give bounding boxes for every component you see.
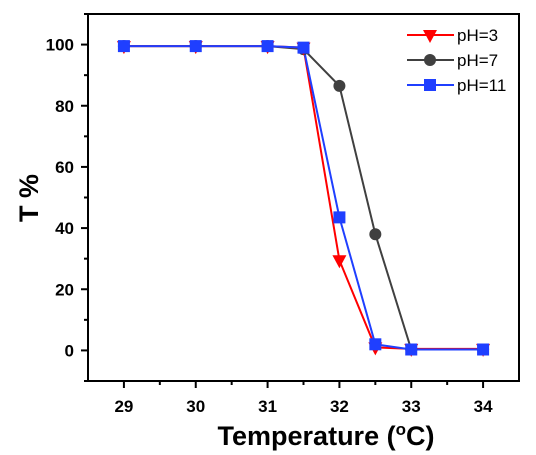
plot-frame [87, 13, 520, 382]
legend-marker-pH=7 [424, 54, 436, 66]
data-point-pH=11 [261, 40, 274, 53]
data-point-pH=3 [332, 255, 347, 269]
x-tick-label: 32 [330, 397, 349, 416]
x-tick-label: 30 [186, 397, 205, 416]
series-line-pH=7 [123, 45, 484, 351]
data-point-pH=11 [369, 338, 382, 351]
y-tick-label: 100 [46, 36, 74, 55]
data-point-pH=11 [189, 40, 202, 53]
series-line-pH=11 [123, 45, 484, 351]
legend-marker-pH=3 [423, 30, 437, 43]
x-axis-title: Temperature (oC) [218, 420, 435, 451]
legend-label-pH=3: pH=3 [457, 26, 498, 45]
series-line-pH=3 [123, 45, 484, 350]
data-point-pH=11 [297, 41, 310, 54]
data-point-pH=11 [333, 211, 346, 224]
data-point-pH=11 [477, 343, 490, 356]
y-tick-label: 40 [55, 219, 74, 238]
data-point-pH=7 [369, 228, 382, 241]
y-tick-label: 20 [55, 280, 74, 299]
degree-superscript: o [396, 420, 406, 439]
legend: pH=3 pH=7 pH=11 [407, 26, 506, 95]
legend-label-pH=7: pH=7 [457, 51, 498, 70]
x-tick-label: 29 [114, 397, 133, 416]
legend-marker-pH=11 [424, 79, 436, 91]
legend-label-pH=11: pH=11 [457, 76, 506, 95]
x-tick-label: 31 [258, 397, 277, 416]
y-tick-label: 80 [55, 97, 74, 116]
data-point-pH=11 [117, 40, 130, 53]
x-tick-label: 34 [474, 397, 493, 416]
data-point-pH=7 [333, 79, 346, 92]
y-tick-label: 0 [65, 341, 74, 360]
x-tick-label: 33 [402, 397, 421, 416]
y-tick-label: 60 [55, 158, 74, 177]
data-point-pH=11 [405, 343, 418, 356]
y-axis-title: T % [14, 174, 44, 222]
